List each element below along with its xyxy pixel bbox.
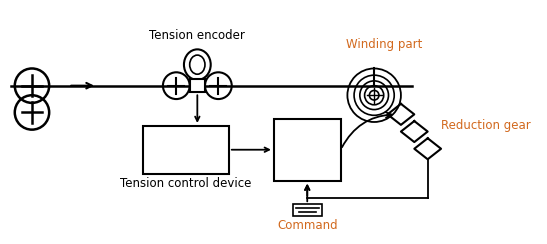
Bar bbox=[274, 119, 341, 181]
Text: Command: Command bbox=[277, 219, 337, 232]
Text: Tension encoder: Tension encoder bbox=[149, 29, 245, 42]
Text: Winding part: Winding part bbox=[346, 38, 422, 51]
Text: Reduction gear: Reduction gear bbox=[441, 119, 531, 132]
Bar bbox=[190, 79, 205, 92]
Ellipse shape bbox=[190, 55, 205, 74]
Text: Tension control device: Tension control device bbox=[120, 177, 252, 190]
Bar bbox=[143, 126, 229, 174]
Bar bbox=[293, 204, 322, 216]
